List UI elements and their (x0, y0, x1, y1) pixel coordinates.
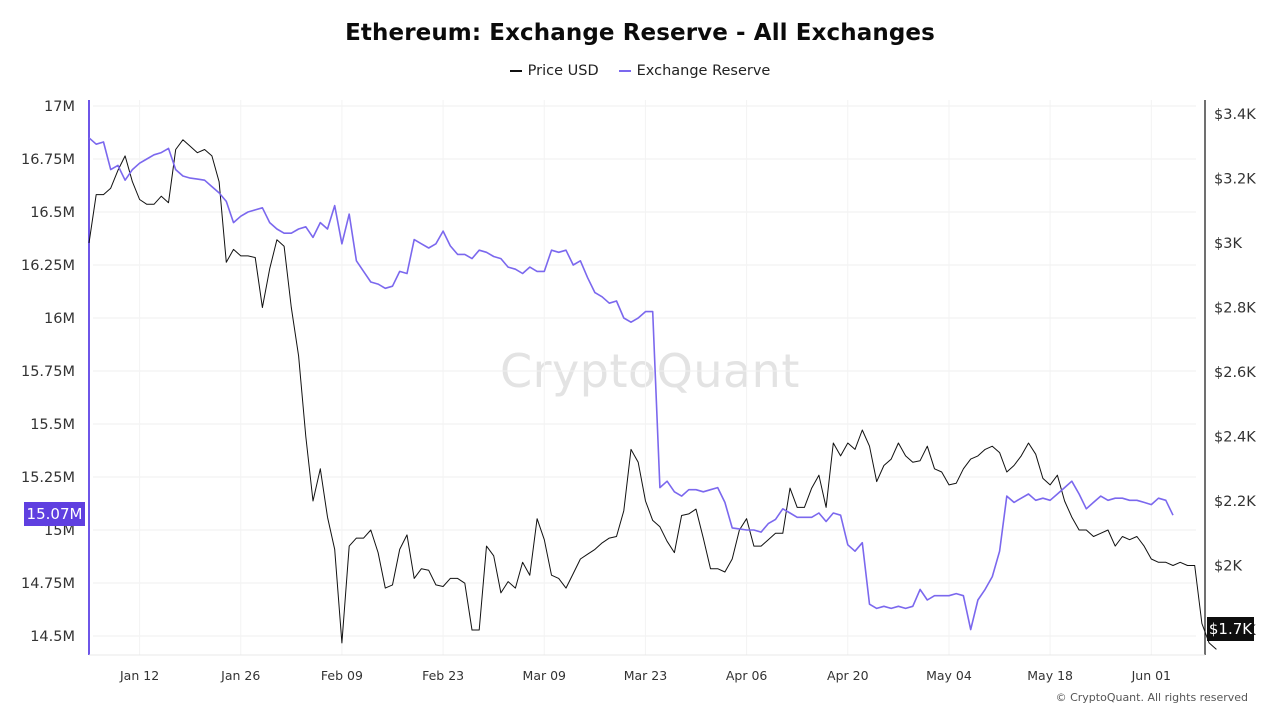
y-left-tick-label: 15.25M (21, 470, 75, 486)
y-left-tick-label: 14.75M (21, 576, 75, 592)
y-right-tick-label: $2.2K (1214, 494, 1256, 510)
y-left-tick-label: 17M (44, 99, 75, 115)
series-line-price-usd (88, 139, 1217, 650)
y-right-tick-label: $3.2K (1214, 172, 1256, 188)
y-right-tick-label: $2.4K (1214, 430, 1256, 446)
legend-item-reserve[interactable]: Exchange Reserve (618, 63, 771, 79)
x-tick-label: Apr 20 (827, 668, 869, 683)
y-right-tick-label: $3K (1214, 236, 1242, 252)
y-right-tick-label: $3.4K (1214, 107, 1256, 123)
x-tick-label: Mar 23 (624, 668, 667, 683)
y-left-tick-label: 15.75M (21, 364, 75, 380)
x-tick-label: Jan 26 (220, 668, 260, 683)
y-left-tick-label: 16.25M (21, 258, 75, 274)
current-reserve-badge: 15.07M (24, 502, 85, 526)
copyright: © CryptoQuant. All rights reserved (1055, 691, 1248, 704)
y-right-tick-label: $2K (1214, 559, 1242, 575)
y-left-tick-label: 16M (44, 311, 75, 327)
x-tick-label: May 04 (926, 668, 972, 683)
legend-swatch-price (509, 70, 522, 72)
legend-label-reserve: Exchange Reserve (636, 63, 771, 79)
x-tick-label: Feb 23 (422, 668, 464, 683)
x-tick-label: Jan 12 (119, 668, 159, 683)
current-price-badge: $1.7K (1207, 617, 1254, 641)
x-tick-label: May 18 (1027, 668, 1073, 683)
legend-item-price[interactable]: Price USD (509, 63, 599, 79)
y-left-tick-label: 14.5M (30, 629, 75, 645)
y-left-tick-label: 15.5M (30, 417, 75, 433)
legend-swatch-reserve (618, 70, 631, 72)
y-right-tick-label: $2.8K (1214, 301, 1256, 317)
y-right-tick-label: $2.6K (1214, 365, 1256, 381)
legend: Price USD Exchange Reserve (0, 63, 1280, 79)
legend-label-price: Price USD (527, 63, 599, 79)
x-tick-label: Jun 01 (1131, 668, 1171, 683)
y-left-tick-label: 16.75M (21, 152, 75, 168)
chart-title: Ethereum: Exchange Reserve - All Exchang… (345, 20, 935, 46)
x-tick-label: Apr 06 (726, 668, 768, 683)
y-left-tick-label: 15M (44, 523, 75, 539)
x-tick-label: Mar 09 (523, 668, 567, 683)
series-line-exchange-reserve (88, 137, 1174, 631)
y-left-tick-label: 16.5M (30, 205, 75, 221)
x-tick-label: Feb 09 (321, 668, 363, 683)
